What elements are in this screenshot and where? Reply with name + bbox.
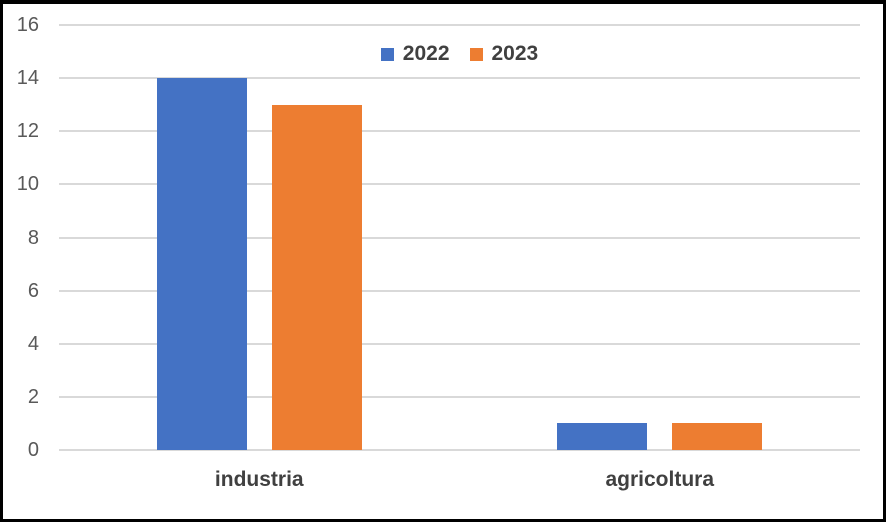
legend-swatch-icon <box>380 47 394 61</box>
gridline-y-10 <box>59 183 860 186</box>
y-axis-tick-label: 16 <box>16 14 39 36</box>
legend-label: 2022 <box>402 42 450 65</box>
legend-label: 2023 <box>491 42 539 65</box>
legend-item-2023[interactable]: 2023 <box>469 42 539 66</box>
chart-legend: 2022 2023 <box>59 42 860 66</box>
plot-container: 0 2 4 6 8 10 12 14 16 industria agricoltura 2022 2… <box>3 4 883 519</box>
y-axis-tick-label: 6 <box>27 279 39 302</box>
x-axis-category-label-industria: industria <box>214 468 304 491</box>
bar-industria-2022[interactable] <box>156 78 247 450</box>
y-axis-tick-label: 2 <box>27 385 39 408</box>
bar-agricoltura-2022[interactable] <box>557 423 648 450</box>
gridline-y-8 <box>59 236 860 239</box>
gridline-y-14 <box>59 77 860 80</box>
legend-swatch-icon <box>469 47 483 61</box>
legend-item-2022[interactable]: 2022 <box>380 42 450 66</box>
y-axis-tick-label: 14 <box>16 67 39 90</box>
x-axis-category-label-agricoltura: agricoltura <box>605 468 715 491</box>
y-axis-tick-label: 4 <box>27 332 39 355</box>
y-axis-tick-label: 8 <box>27 226 39 249</box>
gridline-y-6 <box>59 289 860 292</box>
gridline-y-16 <box>59 24 860 26</box>
bar-agricoltura-2023[interactable] <box>672 423 763 450</box>
gridline-y-2 <box>59 395 860 398</box>
gridline-y-4 <box>59 342 860 345</box>
gridline-y-12 <box>59 130 860 133</box>
y-axis-tick-label: 0 <box>27 439 39 461</box>
y-axis-tick-label: 10 <box>16 173 39 196</box>
y-axis-tick-label: 12 <box>16 120 39 143</box>
bar-industria-2023[interactable] <box>271 104 362 450</box>
gridline-y-0 <box>59 449 860 451</box>
